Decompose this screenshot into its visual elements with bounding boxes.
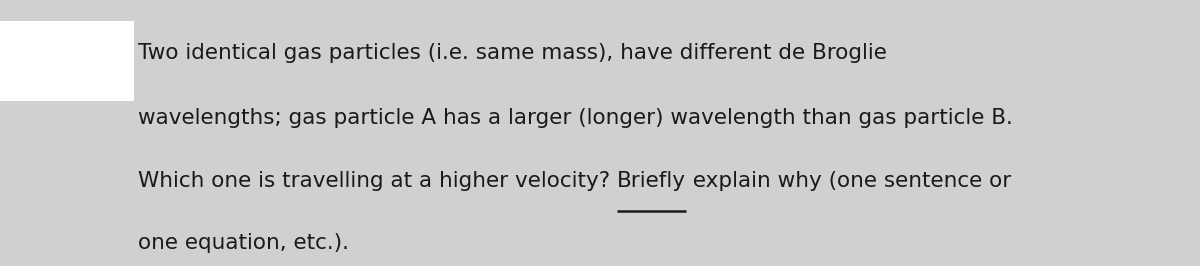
Bar: [0, 21, 134, 101]
Text: explain why (one sentence or: explain why (one sentence or: [686, 171, 1012, 191]
Text: one equation, etc.).: one equation, etc.).: [138, 233, 349, 253]
Text: Briefly: Briefly: [617, 171, 686, 191]
Text: Two identical gas particles (i.e. same mass), have different de Broglie: Two identical gas particles (i.e. same m…: [138, 43, 887, 63]
Text: wavelengths; gas particle A has a larger (longer) wavelength than gas particle B: wavelengths; gas particle A has a larger…: [138, 108, 1013, 128]
Text: Which one is travelling at a higher velocity?: Which one is travelling at a higher velo…: [138, 171, 617, 191]
